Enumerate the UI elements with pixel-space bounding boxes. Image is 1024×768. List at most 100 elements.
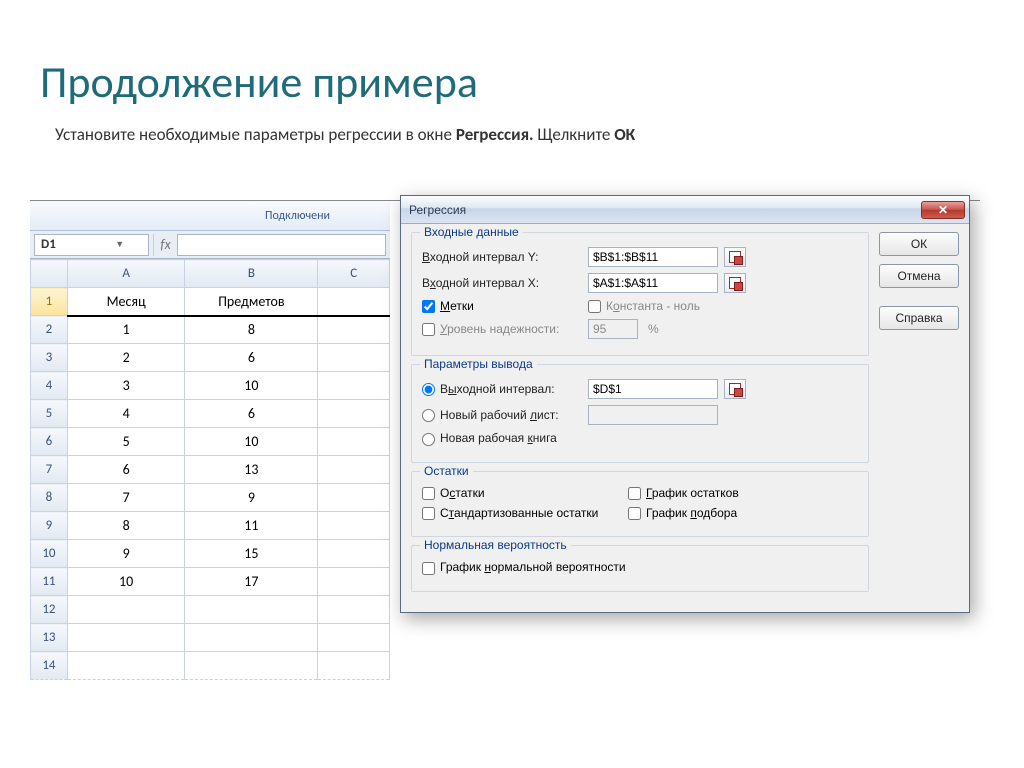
- cancel-button[interactable]: Отмена: [879, 264, 959, 288]
- table-row[interactable]: 879: [31, 484, 390, 512]
- input-y-range[interactable]: [588, 247, 718, 267]
- ref-select-out-icon[interactable]: [724, 379, 746, 399]
- row-header[interactable]: 14: [31, 652, 68, 680]
- cell[interactable]: [318, 568, 390, 596]
- input-x-range[interactable]: [588, 273, 718, 293]
- row-header[interactable]: 12: [31, 596, 68, 624]
- cell[interactable]: 8: [185, 316, 318, 344]
- table-row[interactable]: 7613: [31, 456, 390, 484]
- table-row[interactable]: 1МесяцПредметов: [31, 288, 390, 316]
- col-header-C[interactable]: C: [318, 260, 390, 288]
- cell[interactable]: [318, 316, 390, 344]
- cell[interactable]: [318, 288, 390, 316]
- help-button[interactable]: Справка: [879, 306, 959, 330]
- row-header[interactable]: 2: [31, 316, 68, 344]
- std-residuals-checkbox[interactable]: [422, 507, 435, 520]
- table-row[interactable]: 546: [31, 400, 390, 428]
- cell[interactable]: [318, 652, 390, 680]
- normal-plot-checkbox[interactable]: [422, 562, 435, 575]
- cell[interactable]: [318, 372, 390, 400]
- ok-button[interactable]: ОК: [879, 232, 959, 256]
- cell[interactable]: 6: [185, 400, 318, 428]
- name-box-dropdown-icon[interactable]: ▼: [92, 239, 149, 250]
- cell[interactable]: [185, 624, 318, 652]
- cell[interactable]: 4: [67, 400, 185, 428]
- cell[interactable]: 8: [67, 512, 185, 540]
- cell[interactable]: [318, 512, 390, 540]
- cell[interactable]: [318, 624, 390, 652]
- table-row[interactable]: 10915: [31, 540, 390, 568]
- fx-icon[interactable]: fx: [153, 234, 177, 256]
- const-zero-checkbox[interactable]: [588, 300, 601, 313]
- cell[interactable]: 9: [67, 540, 185, 568]
- residuals-checkbox[interactable]: [422, 487, 435, 500]
- formula-bar[interactable]: [177, 234, 386, 256]
- cell[interactable]: 10: [67, 568, 185, 596]
- row-header[interactable]: 1: [31, 288, 68, 316]
- cell[interactable]: [318, 428, 390, 456]
- table-row[interactable]: 13: [31, 624, 390, 652]
- cell[interactable]: Месяц: [67, 288, 185, 316]
- close-icon[interactable]: ✕: [921, 201, 965, 219]
- output-range-radio[interactable]: [422, 383, 435, 396]
- row-header[interactable]: 3: [31, 344, 68, 372]
- row-header[interactable]: 4: [31, 372, 68, 400]
- row-header[interactable]: 7: [31, 456, 68, 484]
- table-row[interactable]: 14: [31, 652, 390, 680]
- ref-select-y-icon[interactable]: [724, 247, 746, 267]
- row-header[interactable]: 5: [31, 400, 68, 428]
- row-header[interactable]: 6: [31, 428, 68, 456]
- cell[interactable]: 9: [185, 484, 318, 512]
- cell[interactable]: 2: [67, 344, 185, 372]
- col-header-A[interactable]: A: [67, 260, 185, 288]
- fit-plot-checkbox[interactable]: [628, 507, 641, 520]
- cell[interactable]: [318, 596, 390, 624]
- new-worksheet-radio[interactable]: [422, 409, 435, 422]
- cell[interactable]: [67, 596, 185, 624]
- cell[interactable]: Предметов: [185, 288, 318, 316]
- dialog-titlebar[interactable]: Регрессия ✕: [401, 196, 969, 224]
- output-range-input[interactable]: [588, 379, 718, 399]
- labels-checkbox[interactable]: [422, 300, 435, 313]
- cell[interactable]: [185, 652, 318, 680]
- table-row[interactable]: 12: [31, 596, 390, 624]
- table-row[interactable]: 326: [31, 344, 390, 372]
- table-row[interactable]: 9811: [31, 512, 390, 540]
- select-all-corner[interactable]: [31, 260, 68, 288]
- table-row[interactable]: 111017: [31, 568, 390, 596]
- cell[interactable]: [67, 624, 185, 652]
- row-header[interactable]: 8: [31, 484, 68, 512]
- cell[interactable]: [318, 540, 390, 568]
- cell[interactable]: 15: [185, 540, 318, 568]
- cell[interactable]: 1: [67, 316, 185, 344]
- table-row[interactable]: 4310: [31, 372, 390, 400]
- row-header[interactable]: 11: [31, 568, 68, 596]
- cell[interactable]: 11: [185, 512, 318, 540]
- confidence-checkbox[interactable]: [422, 323, 435, 336]
- cell[interactable]: 10: [185, 428, 318, 456]
- new-workbook-radio[interactable]: [422, 433, 435, 446]
- cell[interactable]: 17: [185, 568, 318, 596]
- table-row[interactable]: 218: [31, 316, 390, 344]
- row-header[interactable]: 13: [31, 624, 68, 652]
- table-row[interactable]: 6510: [31, 428, 390, 456]
- ref-select-x-icon[interactable]: [724, 273, 746, 293]
- cell[interactable]: 13: [185, 456, 318, 484]
- spreadsheet-grid[interactable]: A B C 1МесяцПредметов2183264310546651076…: [30, 259, 390, 680]
- col-header-B[interactable]: B: [185, 260, 318, 288]
- cell[interactable]: [185, 596, 318, 624]
- cell[interactable]: [318, 456, 390, 484]
- cell[interactable]: 10: [185, 372, 318, 400]
- cell[interactable]: 5: [67, 428, 185, 456]
- cell[interactable]: 6: [67, 456, 185, 484]
- name-box[interactable]: D1 ▼: [34, 234, 149, 256]
- cell[interactable]: [318, 484, 390, 512]
- row-header[interactable]: 10: [31, 540, 68, 568]
- cell[interactable]: 7: [67, 484, 185, 512]
- cell[interactable]: 3: [67, 372, 185, 400]
- residual-plot-checkbox[interactable]: [628, 487, 641, 500]
- cell[interactable]: [67, 652, 185, 680]
- cell[interactable]: [318, 344, 390, 372]
- row-header[interactable]: 9: [31, 512, 68, 540]
- cell[interactable]: 6: [185, 344, 318, 372]
